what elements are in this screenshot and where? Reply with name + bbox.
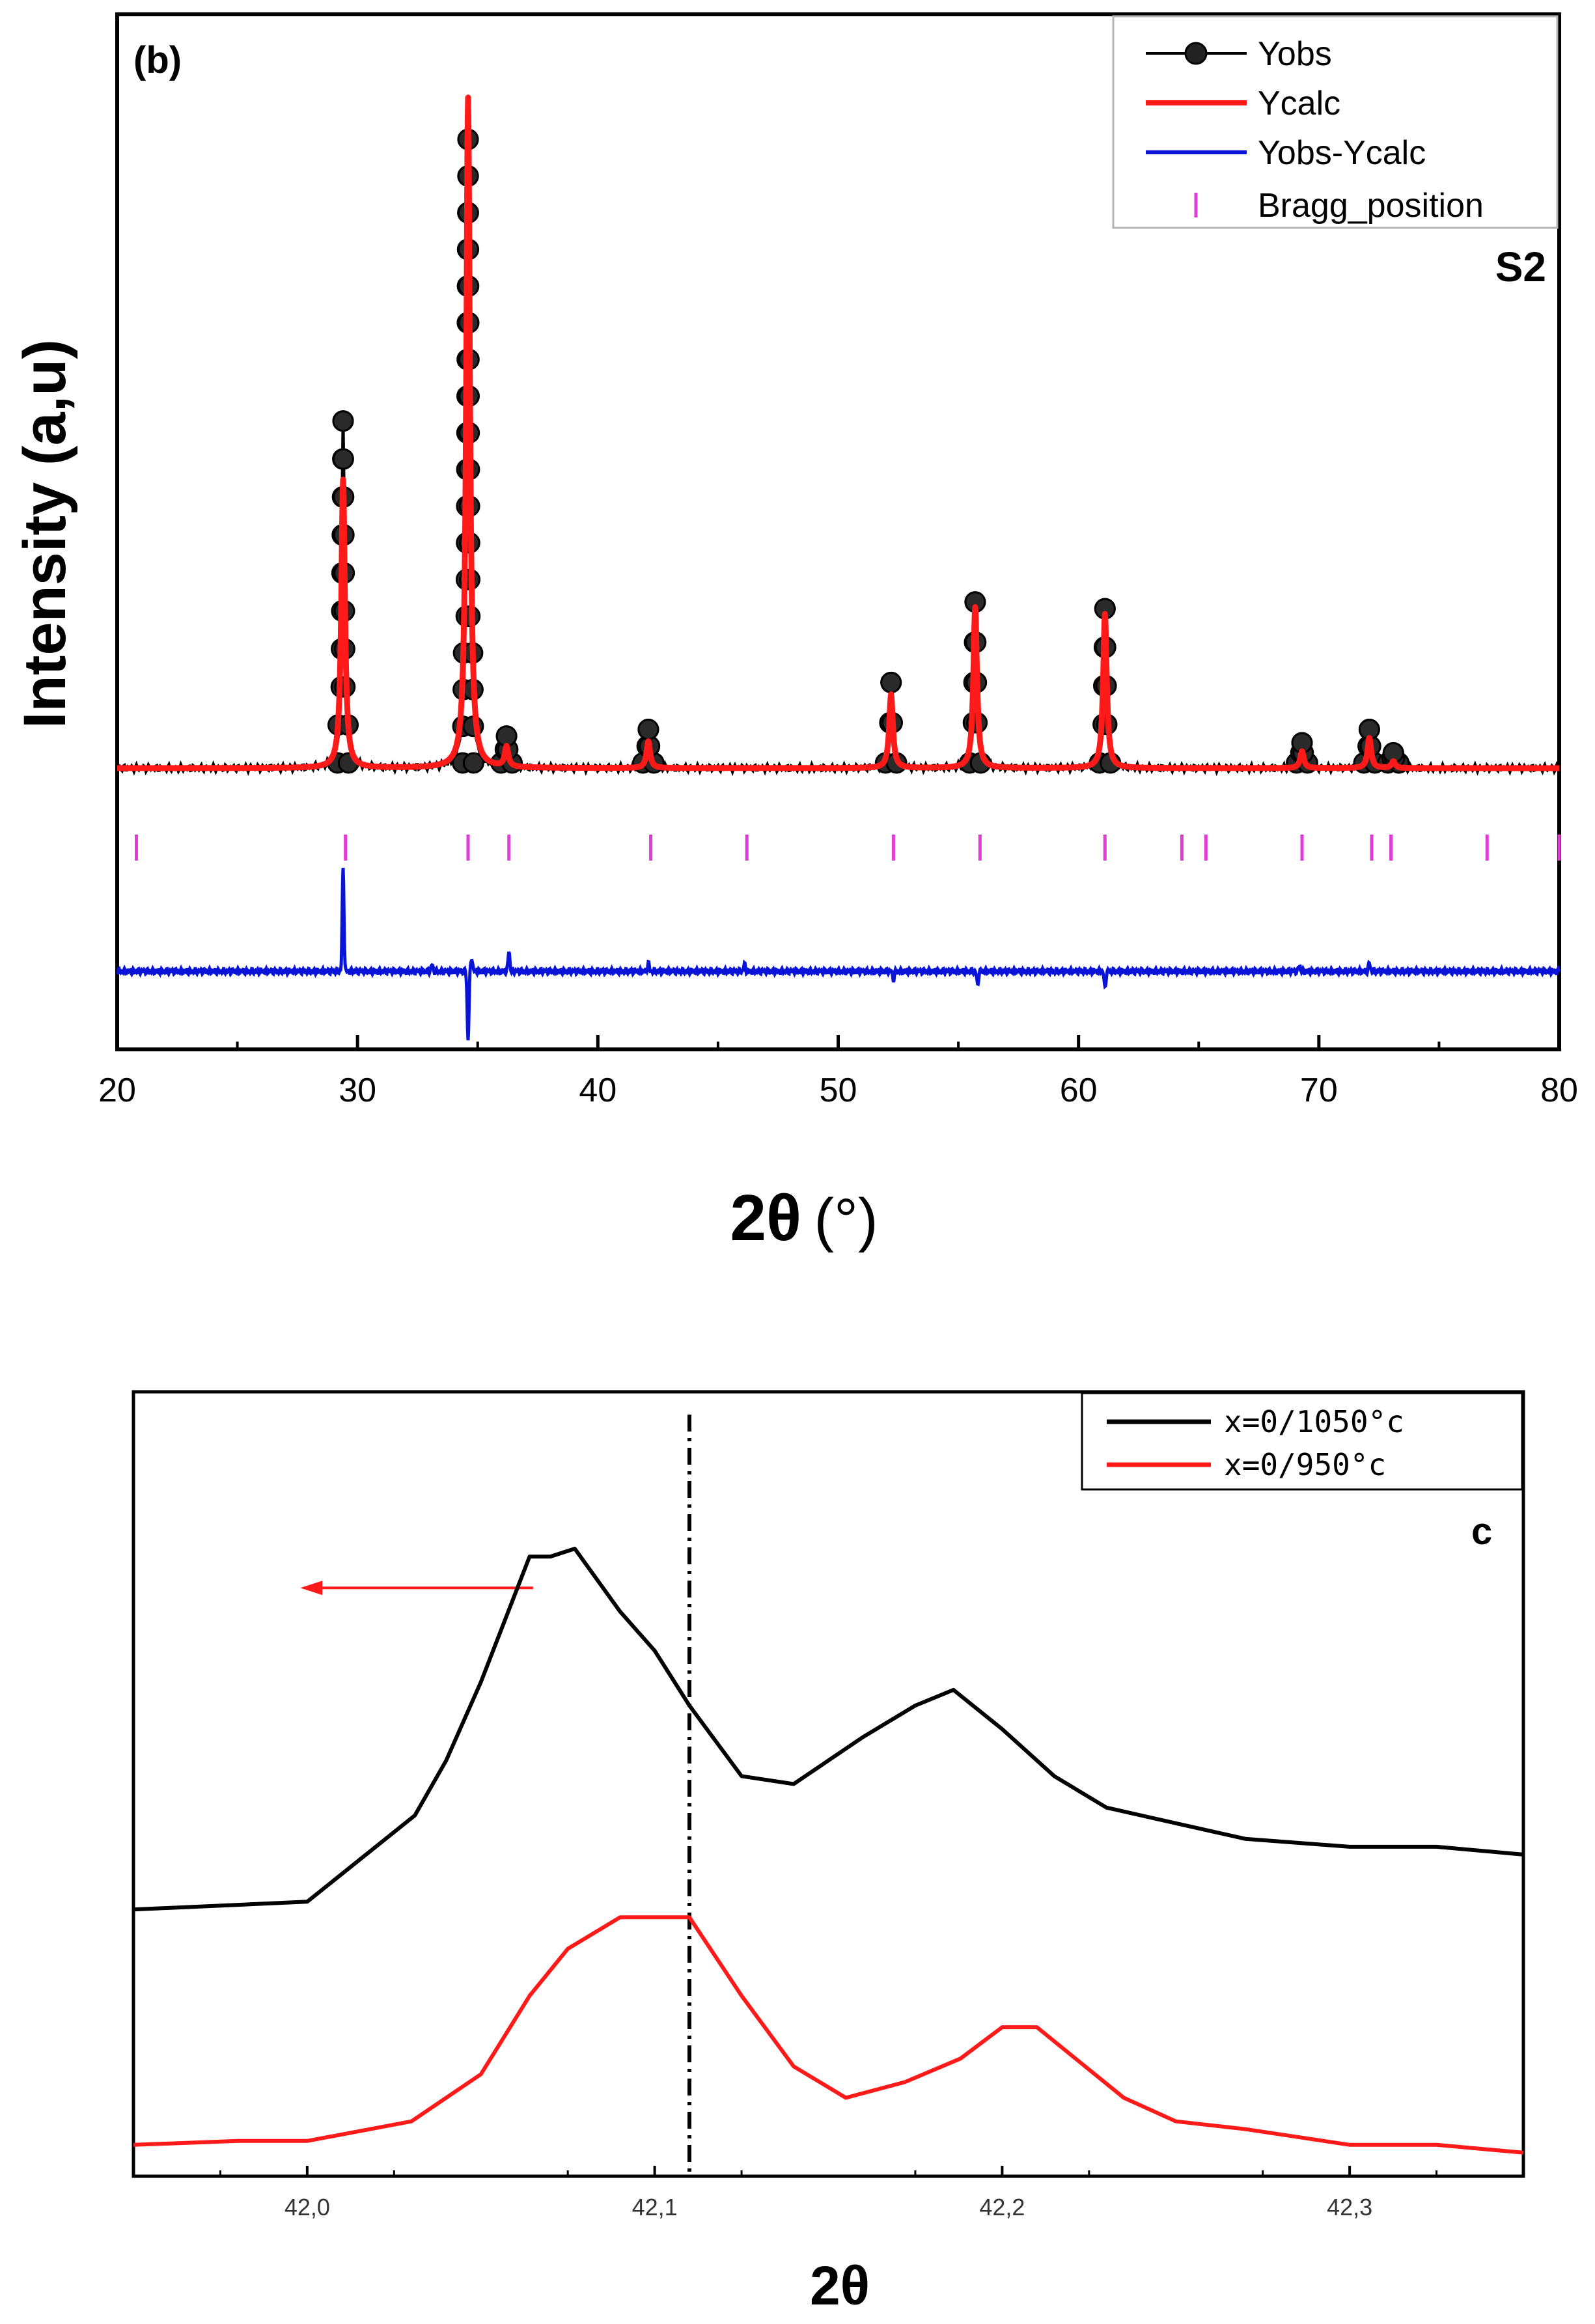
- series-line-1050: [133, 1547, 1524, 1912]
- legend-950-label: x=0/950°c: [1224, 1447, 1386, 1482]
- difference-line: [116, 868, 1561, 1041]
- c-x-tick-label-42,2: 42,2: [979, 2194, 1025, 2220]
- panel-c-x-ticks: 42,0 42,1 42,2 42,3: [219, 2166, 1438, 2220]
- series-line-950: [133, 1915, 1524, 2155]
- shift-arrow: [300, 1581, 533, 1596]
- bragg-position-marks: [135, 835, 1561, 861]
- x-tick-label-60: 60: [1060, 1072, 1098, 1109]
- shift-arrow-head: [300, 1581, 323, 1596]
- panel-b-legend: Yobs Ycalc Yobs-Ycalc Bragg_position: [1112, 15, 1559, 229]
- panel-b: 20 30 40 50 60 70 80 (b) S2 Intensity (a,u) 2θ…: [12, 12, 1578, 1254]
- panel-c-series: [133, 1547, 1524, 2155]
- c-x-tick-label-42,3: 42,3: [1327, 2194, 1372, 2220]
- panel-c-plot-frame: [132, 1390, 1525, 2178]
- legend-yobs-marker: [1184, 42, 1208, 65]
- x-tick-label-70: 70: [1300, 1072, 1338, 1109]
- ycalc-line: [115, 94, 1562, 771]
- x-tick-label-50: 50: [820, 1072, 857, 1109]
- legend-box-c: [1081, 1392, 1523, 1491]
- difference-series: [116, 868, 1561, 1041]
- panel-c-label: c: [1471, 1510, 1492, 1553]
- legend-ycalc-label: Ycalc: [1258, 85, 1340, 122]
- yobs-marker-peak-1: [332, 448, 354, 470]
- panel-c: 42,0 42,1 42,2 42,3 c 2θ x=0/1050°c x=0/950…: [132, 1390, 1525, 2316]
- x-axis-label: 2θ (°): [730, 1182, 878, 1254]
- x-tick-label-30: 30: [339, 1072, 376, 1109]
- panel-c-x-axis-label: 2θ: [810, 2255, 870, 2316]
- yobs-marker-peak-2: [462, 752, 484, 774]
- x-axis-label-unit: (°): [814, 1187, 878, 1253]
- legend-diff-label: Yobs-Ycalc: [1258, 134, 1426, 172]
- y-axis-label: Intensity (a,u): [12, 339, 78, 728]
- yobs-marker-peak-4: [637, 719, 659, 740]
- x-axis-label-symbol: 2θ: [730, 1182, 801, 1254]
- panel-b-label: (b): [133, 39, 182, 81]
- panel-b-x-ticks: 20 30 40 50 60 70 80: [98, 1035, 1578, 1109]
- c-x-tick-label-42,1: 42,1: [632, 2194, 678, 2220]
- yobs-marker-peak-5: [880, 671, 902, 693]
- x-tick-label-80: 80: [1540, 1072, 1578, 1109]
- x-tick-label-20: 20: [98, 1072, 136, 1109]
- c-x-tick-label-42,0: 42,0: [284, 2194, 330, 2220]
- legend-1050-label: x=0/1050°c: [1224, 1404, 1404, 1439]
- x-tick-label-40: 40: [579, 1072, 617, 1109]
- panel-c-legend: x=0/1050°c x=0/950°c: [1081, 1392, 1523, 1491]
- yobs-marker-peak-3: [495, 725, 518, 747]
- legend-bragg-label: Bragg_position: [1258, 187, 1484, 225]
- sample-label: S2: [1495, 243, 1546, 290]
- yobs-marker-peak-1: [332, 410, 354, 432]
- ycalc-series: [115, 94, 1562, 771]
- legend-yobs-label: Yobs: [1258, 35, 1332, 73]
